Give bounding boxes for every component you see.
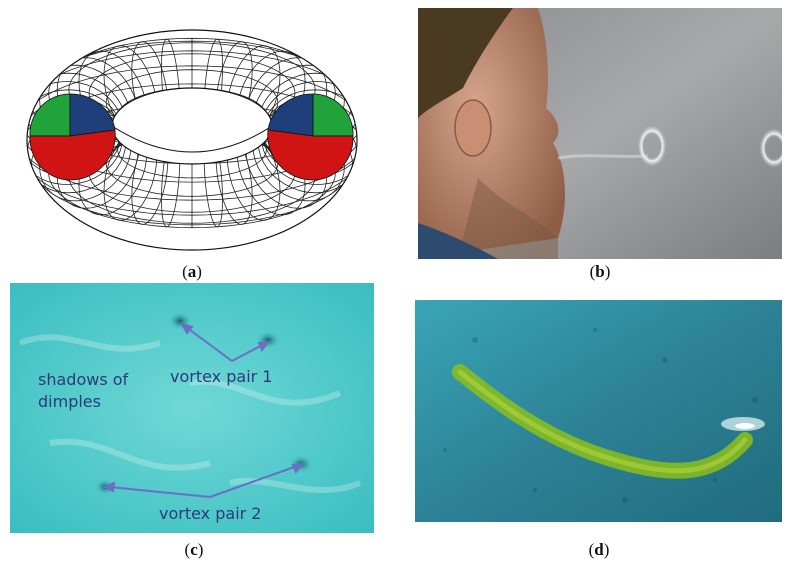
left-cross-section — [29, 93, 116, 181]
panel-c-photo: shadows of dimples vortex pair 1 vortex … — [10, 283, 374, 533]
right-cross-section — [267, 93, 354, 181]
label-vortex-pair-1: vortex pair 1 — [170, 367, 273, 386]
torus-parallel — [27, 50, 357, 183]
caption-b: (b) — [589, 262, 611, 281]
smoke-ring-1 — [638, 126, 666, 166]
panel-d-photo — [415, 300, 782, 522]
torus-parallel — [27, 65, 357, 201]
torus-parallel — [31, 101, 353, 226]
torus-parallel — [27, 83, 357, 216]
annotation-arrows — [102, 322, 305, 498]
caption-a: (a) — [182, 262, 202, 281]
torus-diagram — [26, 29, 358, 251]
smoke-ring-2 — [760, 129, 782, 167]
panel-b-photo — [418, 8, 782, 259]
caption-d: (d) — [588, 540, 610, 559]
label-vortex-pair-2: vortex pair 2 — [159, 504, 262, 523]
panel-a-torus — [20, 18, 365, 258]
label-shadows-of-dimples: shadows of dimples — [38, 370, 129, 411]
caption-c: (c) — [184, 540, 204, 559]
